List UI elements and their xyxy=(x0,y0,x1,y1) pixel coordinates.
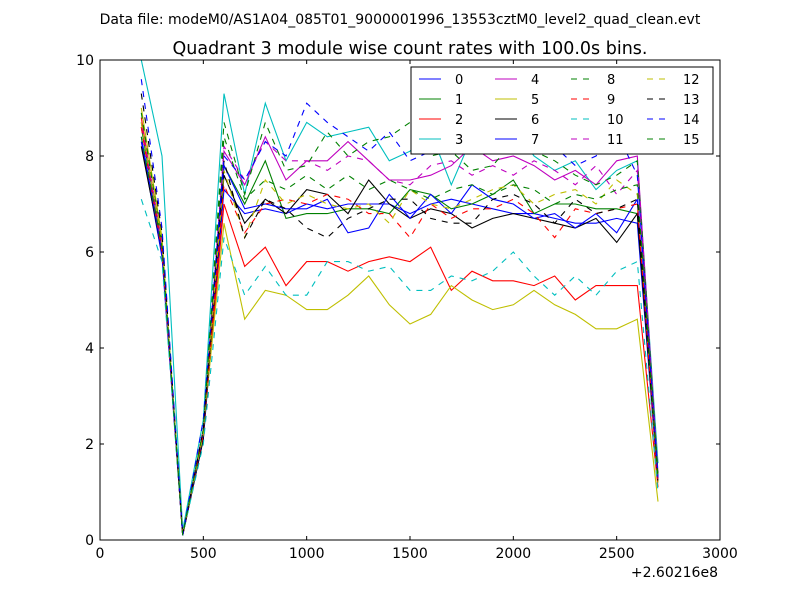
x-tick-label: 0 xyxy=(96,546,105,562)
legend-label-13: 13 xyxy=(683,93,700,108)
series-line-11 xyxy=(140,122,659,536)
series-line-5 xyxy=(140,107,659,536)
legend-label-2: 2 xyxy=(455,113,463,128)
legend-label-7: 7 xyxy=(531,133,539,148)
series-layer xyxy=(140,60,659,536)
legend-label-12: 12 xyxy=(683,73,700,88)
y-tick-label: 2 xyxy=(85,437,94,453)
x-tick-label: 1500 xyxy=(392,546,428,562)
legend-label-0: 0 xyxy=(455,73,463,88)
legend-label-10: 10 xyxy=(607,113,624,128)
x-tick-label: 500 xyxy=(190,546,217,562)
data-file-label: Data file: modeM0/AS1A04_085T01_90000019… xyxy=(100,12,701,28)
legend-label-6: 6 xyxy=(531,113,539,128)
series-line-10 xyxy=(140,199,659,536)
series-line-9 xyxy=(140,127,659,536)
y-tick-label: 10 xyxy=(76,53,94,69)
y-tick-label: 6 xyxy=(85,245,94,261)
x-tick-label: 1000 xyxy=(289,546,325,562)
x-tick-label: 2500 xyxy=(599,546,635,562)
legend-label-4: 4 xyxy=(531,73,539,88)
legend-label-5: 5 xyxy=(531,93,539,108)
chart-title: Quadrant 3 module wise count rates with … xyxy=(173,39,648,59)
series-line-4 xyxy=(140,122,659,536)
series-line-1 xyxy=(140,127,659,536)
series-line-7 xyxy=(140,136,659,536)
y-tick-label: 4 xyxy=(85,341,94,357)
series-line-2 xyxy=(140,117,659,536)
series-line-14 xyxy=(140,79,659,536)
legend-label-9: 9 xyxy=(607,93,615,108)
legend-label-1: 1 xyxy=(455,93,463,108)
x-tick-label: 3000 xyxy=(702,546,738,562)
legend-label-14: 14 xyxy=(683,113,700,128)
legend-label-15: 15 xyxy=(683,133,700,148)
series-line-15 xyxy=(140,136,659,536)
legend-label-11: 11 xyxy=(607,133,624,148)
legend-label-3: 3 xyxy=(455,133,463,148)
series-line-8 xyxy=(140,112,659,536)
series-line-13 xyxy=(140,93,659,536)
series-line-12 xyxy=(140,122,659,536)
y-tick-label: 8 xyxy=(85,149,94,165)
x-tick-label: 2000 xyxy=(496,546,532,562)
x-offset-label: +2.60216e8 xyxy=(631,565,718,581)
legend-label-8: 8 xyxy=(607,73,615,88)
y-tick-label: 0 xyxy=(85,533,94,549)
